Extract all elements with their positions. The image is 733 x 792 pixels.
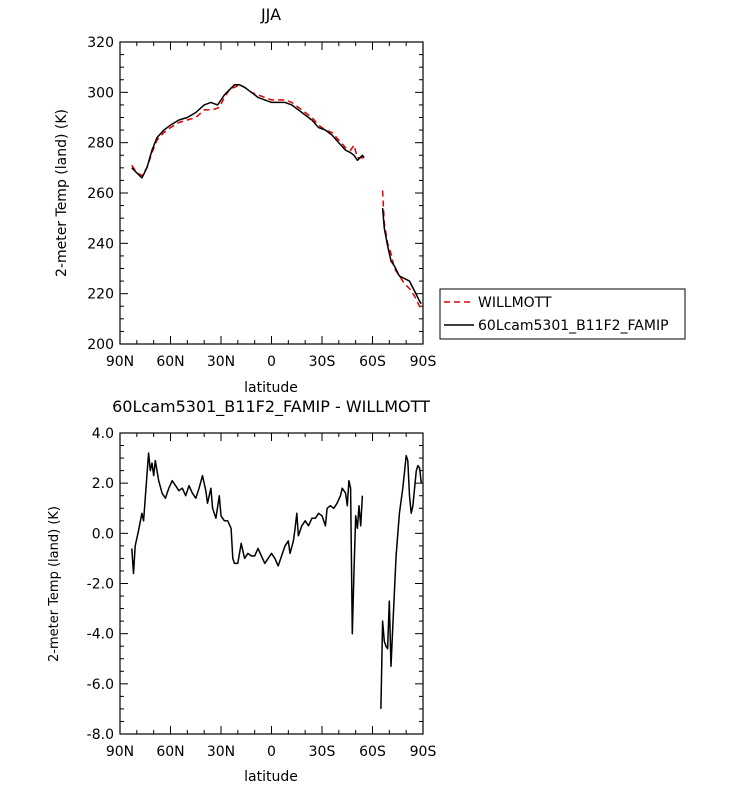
top-y-tick-label: 260 bbox=[87, 186, 114, 202]
bottom-series-line-difference-segment-1 bbox=[131, 452, 364, 635]
top-y-tick-label: 240 bbox=[87, 236, 114, 252]
top-x-tick-label: 90N bbox=[106, 354, 134, 370]
bottom-series-line-difference-segment-2 bbox=[380, 454, 423, 709]
bottom-x-tick-label: 30S bbox=[309, 744, 336, 760]
bottom-title: 60Lcam5301_B11F2_FAMIP - WILLMOTT bbox=[112, 397, 430, 417]
top-x-tick-label: 60S bbox=[359, 354, 386, 370]
top-series-line-60lcam5301-b11f2-famip-segment-2 bbox=[381, 208, 422, 305]
top-y-tick-label: 300 bbox=[87, 85, 114, 101]
bottom-x-tick-label: 60S bbox=[359, 744, 386, 760]
bottom-y-tick-label: 0.0 bbox=[92, 526, 114, 542]
legend-label-willmott: WILLMOTT bbox=[478, 295, 552, 311]
top-series-line-60lcam5301-b11f2-famip-segment-1 bbox=[131, 84, 365, 179]
top-y-tick-label: 320 bbox=[87, 35, 114, 51]
bottom-panel: 60Lcam5301_B11F2_FAMIP - WILLMOTT -8.0 -6… bbox=[47, 397, 436, 785]
bottom-y-axis-label: 2-meter Temp (land) (K) bbox=[47, 506, 62, 662]
bottom-y-tick-label: -2.0 bbox=[87, 577, 114, 593]
top-x-axis-label: latitude bbox=[244, 380, 298, 396]
bottom-y-tick-label: -8.0 bbox=[87, 727, 114, 743]
bottom-x-axis: 90N 60N 30N 0 30S 60S 90S bbox=[106, 433, 437, 760]
top-panel: JJA 200 220 240 260 280 300 320 90N 60N 30N 0 30S 6… bbox=[54, 5, 686, 396]
top-series-line-willmott-segment-1 bbox=[131, 84, 365, 177]
top-y-tick-label: 200 bbox=[87, 337, 114, 353]
bottom-x-tick-label: 90N bbox=[106, 744, 134, 760]
bottom-series-group bbox=[131, 452, 423, 709]
legend-box bbox=[439, 288, 686, 340]
bottom-y-tick-label: -6.0 bbox=[87, 677, 114, 693]
top-x-tick-label: 30S bbox=[309, 354, 336, 370]
bottom-y-tick-label: -4.0 bbox=[87, 627, 114, 643]
bottom-x-axis-label: latitude bbox=[244, 769, 298, 785]
top-y-axis-label: 2-meter Temp (land) (K) bbox=[54, 109, 70, 277]
bottom-plot-frame bbox=[119, 432, 424, 735]
top-y-tick-label: 220 bbox=[87, 287, 114, 303]
bottom-x-tick-label: 60N bbox=[156, 744, 184, 760]
legend: WILLMOTT 60Lcam5301_B11F2_FAMIP bbox=[439, 288, 686, 340]
top-x-tick-label: 90S bbox=[410, 354, 437, 370]
top-x-tick-label: 60N bbox=[156, 354, 184, 370]
top-x-tick-label: 30N bbox=[207, 354, 235, 370]
top-series-group bbox=[131, 84, 422, 310]
top-x-tick-label: 0 bbox=[267, 354, 276, 370]
top-title: JJA bbox=[260, 5, 281, 24]
top-y-tick-label: 280 bbox=[87, 136, 114, 152]
top-x-axis: 90N 60N 30N 0 30S 60S 90S bbox=[106, 42, 437, 370]
bottom-x-tick-label: 90S bbox=[410, 744, 437, 760]
bottom-y-tick-label: 2.0 bbox=[92, 476, 114, 492]
legend-label-model: 60Lcam5301_B11F2_FAMIP bbox=[478, 318, 669, 334]
bottom-y-tick-label: 4.0 bbox=[92, 426, 114, 442]
top-plot-frame bbox=[119, 41, 424, 345]
bottom-y-axis: -8.0 -6.0 -4.0 -2.0 0.0 2.0 4.0 bbox=[87, 426, 423, 743]
bottom-x-tick-label: 30N bbox=[207, 744, 235, 760]
top-y-axis: 200 220 240 260 280 300 320 bbox=[87, 35, 423, 353]
bottom-x-tick-label: 0 bbox=[267, 744, 276, 760]
